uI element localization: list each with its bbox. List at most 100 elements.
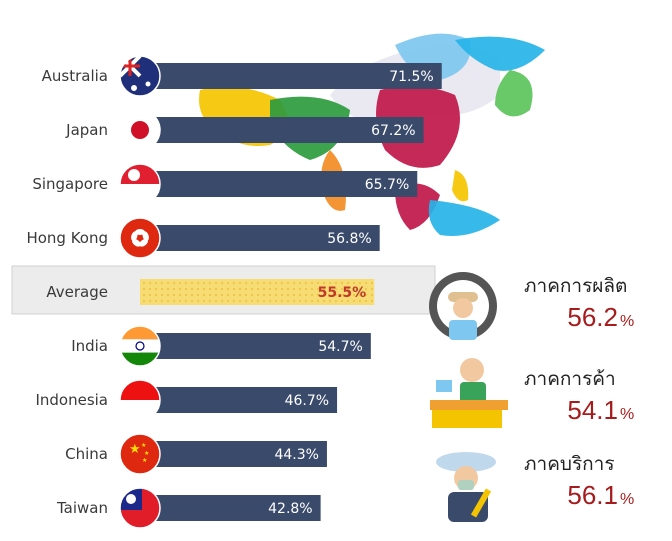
average-bar-texture-dot [263, 300, 265, 302]
average-bar-texture-dot [329, 282, 331, 284]
average-bar-texture-dot [359, 294, 361, 296]
sector-unit: % [620, 491, 634, 508]
service-worker-icon [436, 452, 496, 522]
average-bar-texture-dot [257, 294, 259, 296]
average-bar-texture-dot [317, 300, 319, 302]
category-label: Indonesia [35, 391, 108, 409]
average-bar-texture-dot [353, 282, 355, 284]
average-bar-texture-dot [203, 288, 205, 290]
average-bar-texture-dot [329, 288, 331, 290]
average-bar-texture-dot [143, 294, 145, 296]
value-label: 54.7% [318, 339, 362, 355]
average-bar-texture-dot [269, 288, 271, 290]
average-bar-texture-dot [263, 282, 265, 284]
average-bar-texture-dot [359, 282, 361, 284]
indonesia-flag-icon [119, 379, 161, 421]
average-bar-texture-dot [185, 300, 187, 302]
average-bar-texture-dot [233, 300, 235, 302]
sector-name: ภาคการค้า [524, 368, 616, 390]
average-bar-texture-dot [173, 288, 175, 290]
average-bar-texture-dot [203, 300, 205, 302]
average-bar-texture-dot [365, 300, 367, 302]
india-flag-icon [119, 325, 161, 367]
average-bar-texture-dot [149, 300, 151, 302]
average-bar-texture-dot [155, 288, 157, 290]
average-bar-texture-dot [311, 288, 313, 290]
average-bar-texture-dot [149, 282, 151, 284]
svg-text:★: ★ [142, 457, 147, 464]
category-label: Singapore [32, 175, 108, 193]
average-bar-texture-dot [191, 282, 193, 284]
average-bar-texture-dot [299, 294, 301, 296]
category-label: Average [46, 283, 108, 301]
average-bar-texture-dot [197, 294, 199, 296]
value-label: 67.2% [371, 123, 415, 139]
bar-china [140, 441, 327, 467]
average-bar-texture-dot [335, 282, 337, 284]
average-bar-texture-dot [221, 294, 223, 296]
sector-value: 54.1 [567, 395, 618, 425]
average-bar-texture-dot [149, 294, 151, 296]
average-bar-texture-dot [173, 300, 175, 302]
average-bar-texture-dot [353, 288, 355, 290]
category-label: India [71, 337, 108, 355]
japan-flag-icon [119, 109, 161, 151]
singapore-flag-icon [119, 163, 161, 205]
svg-text:★: ★ [144, 450, 149, 457]
average-bar-texture-dot [257, 282, 259, 284]
bar-japan [140, 117, 424, 143]
china-flag-icon: ★ ★★★ [119, 433, 161, 475]
average-bar-texture-dot [299, 288, 301, 290]
average-bar-texture-dot [353, 294, 355, 296]
average-bar-texture-dot [269, 294, 271, 296]
bar-hong-kong [140, 225, 380, 251]
average-bar-texture-dot [185, 282, 187, 284]
average-bar-texture-dot [281, 288, 283, 290]
average-bar-texture-dot [197, 282, 199, 284]
average-bar-texture-dot [359, 300, 361, 302]
average-bar-texture-dot [371, 282, 373, 284]
average-bar-texture-dot [287, 300, 289, 302]
average-bar-texture-dot [317, 282, 319, 284]
average-bar-texture-dot [209, 300, 211, 302]
average-bar-texture-dot [161, 282, 163, 284]
average-bar-texture-dot [209, 288, 211, 290]
value-label: 44.3% [274, 447, 318, 463]
average-bar-texture-dot [227, 282, 229, 284]
sector-unit: % [620, 406, 634, 423]
average-bar-texture-dot [347, 300, 349, 302]
average-bar-texture-dot [311, 294, 313, 296]
average-bar-texture-dot [167, 282, 169, 284]
average-bar-texture-dot [341, 282, 343, 284]
average-bar-texture-dot [263, 294, 265, 296]
average-bar-texture-dot [371, 294, 373, 296]
average-bar-texture-dot [329, 294, 331, 296]
bar-indonesia [140, 387, 338, 413]
category-label: Australia [42, 67, 108, 85]
average-bar-texture-dot [209, 294, 211, 296]
average-bar-texture-dot [245, 294, 247, 296]
average-bar-texture-dot [365, 288, 367, 290]
average-bar-texture-dot [161, 288, 163, 290]
average-bar-texture-dot [239, 282, 241, 284]
average-bar-texture-dot [257, 300, 259, 302]
average-bar-texture-dot [245, 288, 247, 290]
average-bar-texture-dot [347, 282, 349, 284]
average-bar-texture-dot [197, 288, 199, 290]
average-bar-texture-dot [143, 288, 145, 290]
average-bar-texture-dot [221, 300, 223, 302]
average-bar-texture-dot [227, 294, 229, 296]
svg-text:★: ★ [141, 442, 146, 449]
average-bar-texture-dot [191, 300, 193, 302]
average-bar-texture-dot [209, 282, 211, 284]
bar-australia [140, 63, 442, 89]
average-bar-texture-dot [269, 300, 271, 302]
value-label: 56.8% [327, 231, 371, 247]
average-bar-texture-dot [335, 300, 337, 302]
value-label: 55.5% [318, 285, 367, 301]
average-bar-texture-dot [221, 288, 223, 290]
average-bar-texture-dot [167, 288, 169, 290]
average-bar-texture-dot [251, 282, 253, 284]
average-bar-texture-dot [215, 282, 217, 284]
